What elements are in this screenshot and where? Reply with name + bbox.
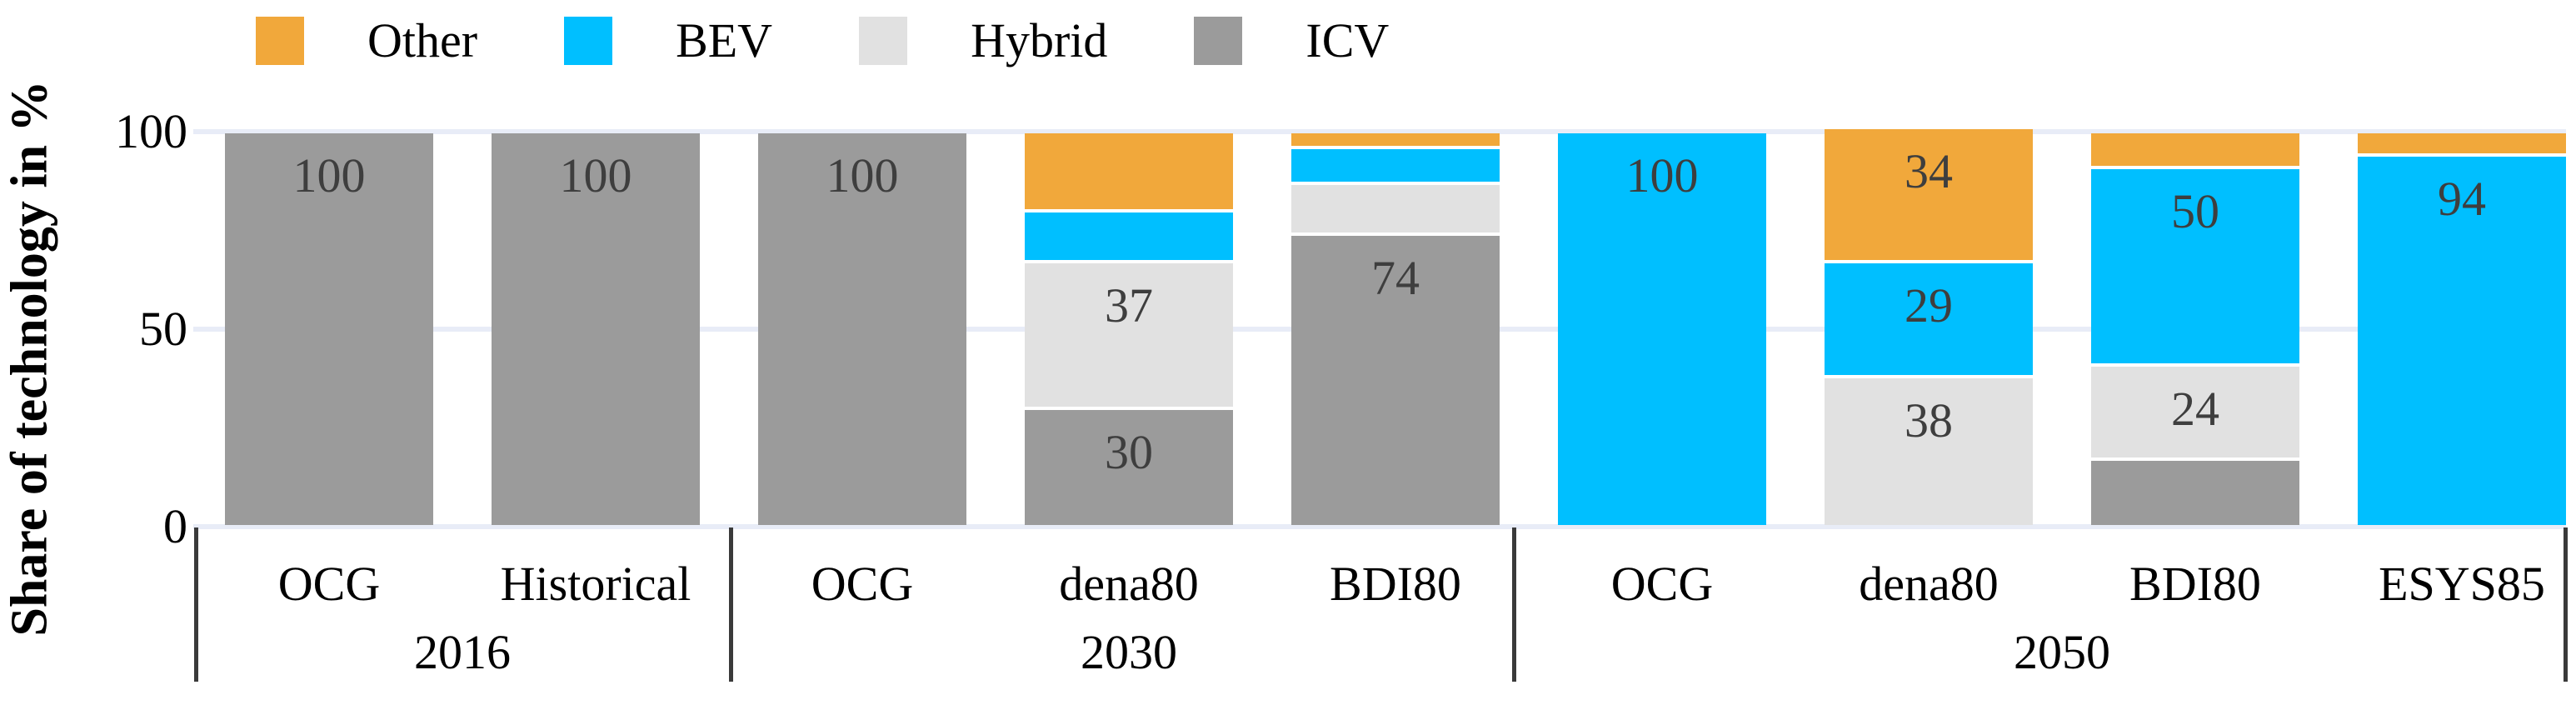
y-tick-0: 0 — [163, 499, 187, 553]
group-separator-3 — [1512, 528, 1516, 682]
x-label-ocg: OCG — [277, 557, 381, 611]
x-label-esys85: ESYS85 — [2379, 557, 2545, 611]
legend-label: BEV — [676, 13, 773, 68]
legend-swatch-bev — [564, 17, 613, 65]
x-label-dena80: dena80 — [1059, 557, 1199, 611]
value-label: 74 — [1371, 251, 1420, 306]
legend-item-hybrid: Hybrid — [859, 17, 1107, 65]
bar-BDI80-other — [2091, 133, 2299, 166]
x-label-ocg: OCG — [811, 557, 914, 611]
bar-BDI80-bev — [2091, 168, 2299, 363]
bar-BDI80-icv — [1291, 236, 1500, 525]
value-label: 34 — [1905, 144, 1953, 199]
x-label-bdi80: BDI80 — [1330, 557, 1461, 611]
value-label: 94 — [2438, 172, 2486, 227]
value-label: 29 — [1905, 278, 1953, 333]
legend-label: Other — [367, 13, 478, 68]
group-separator-1 — [194, 528, 198, 682]
value-label: 100 — [1625, 148, 1699, 202]
group-label-2030: 2030 — [1081, 625, 1177, 679]
y-tick-100: 100 — [115, 104, 187, 158]
bar-OCG-icv — [758, 133, 966, 525]
bar-dena80-other — [1025, 133, 1233, 209]
bar-dena80-bev — [1825, 263, 2033, 375]
group-separator-4 — [2564, 528, 2568, 682]
bar-BDI80-hybrid — [1291, 184, 1500, 233]
bar-OCG-bev — [1558, 133, 1766, 525]
bar-BDI80-other — [1291, 133, 1500, 146]
value-label: 38 — [1905, 392, 1953, 448]
group-separator-2 — [729, 528, 733, 682]
group-label-2016: 2016 — [414, 625, 511, 679]
bar-dena80-hybrid — [1025, 263, 1233, 407]
gridline-100 — [193, 129, 2566, 134]
bar-ESYS85-bev — [2358, 157, 2566, 525]
legend-item-bev: BEV — [564, 17, 772, 65]
legend-swatch-other — [256, 17, 304, 65]
bar-dena80-other — [1825, 129, 2033, 261]
group-label-2050: 2050 — [2014, 625, 2110, 679]
bar-dena80-bev — [1025, 212, 1233, 261]
bar-BDI80-bev — [1291, 148, 1500, 182]
y-axis-title: Share of technology in % — [1, 80, 58, 637]
value-label: 100 — [826, 148, 899, 202]
legend-label: Hybrid — [971, 13, 1108, 68]
value-label: 24 — [2171, 381, 2219, 436]
legend-item-icv: ICV — [1194, 17, 1389, 65]
x-label-ocg: OCG — [1610, 557, 1714, 611]
value-label: 30 — [1105, 424, 1153, 479]
legend-swatch-hybrid — [859, 17, 908, 65]
value-label: 37 — [1105, 278, 1153, 333]
x-label-historical: Historical — [500, 557, 691, 611]
gridline-0 — [193, 524, 2566, 529]
value-label: 100 — [292, 148, 366, 202]
bar-ESYS85-other — [2358, 133, 2566, 154]
y-tick-50: 50 — [139, 302, 187, 356]
x-label-dena80: dena80 — [1859, 557, 1999, 611]
value-label: 100 — [559, 148, 632, 202]
bar-OCG-icv — [225, 133, 433, 525]
legend-label: ICV — [1305, 13, 1390, 68]
legend-item-other: Other — [256, 17, 477, 65]
legend: Other BEV Hybrid ICV — [256, 17, 1389, 65]
bar-Historical-icv — [492, 133, 700, 525]
legend-swatch-icv — [1194, 17, 1243, 65]
x-label-bdi80: BDI80 — [2129, 557, 2261, 611]
bar-dena80-hybrid — [1825, 378, 2033, 525]
value-label: 50 — [2171, 183, 2219, 238]
bar-BDI80-hybrid — [2091, 366, 2299, 458]
bar-BDI80-icv — [2091, 461, 2299, 525]
bar-dena80-icv — [1025, 409, 1233, 525]
